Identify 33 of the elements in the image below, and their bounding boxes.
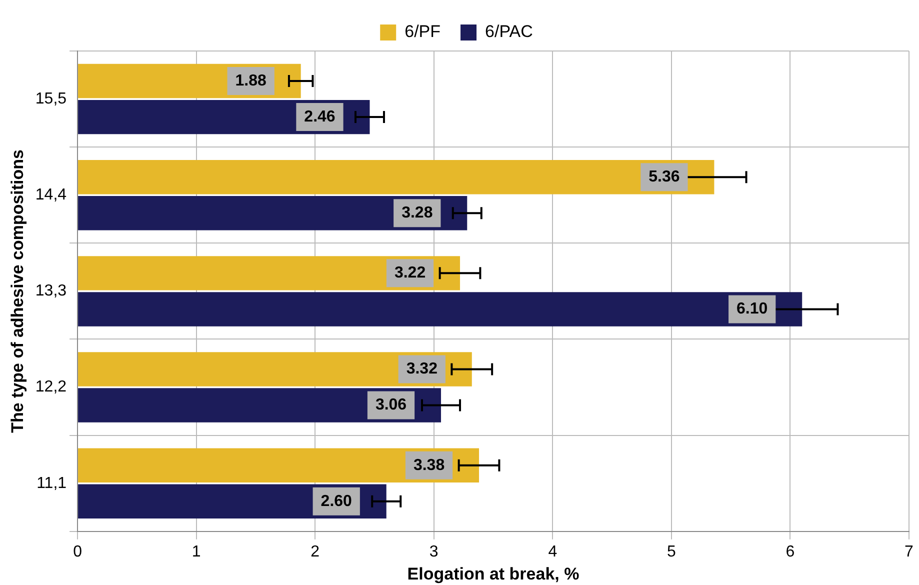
data-label: 2.46	[304, 108, 336, 126]
x-tick-label: 3	[429, 543, 438, 560]
bar	[78, 256, 460, 290]
x-tick-label: 1	[192, 543, 201, 560]
data-label: 3.38	[413, 456, 445, 474]
x-tick-label: 6	[786, 543, 795, 560]
data-label: 3.28	[402, 204, 433, 222]
y-tick-label: 14,4	[35, 186, 67, 204]
bar	[78, 448, 480, 482]
y-tick-label: 15,5	[35, 90, 67, 108]
y-axis-title: The type of adhesive compositions	[8, 150, 27, 433]
data-label: 2.60	[320, 492, 352, 510]
legend-label: 6/PF	[404, 22, 441, 42]
x-axis-title: Elogation at break, %	[407, 564, 580, 584]
x-tick-label: 7	[904, 543, 914, 560]
bar	[78, 160, 714, 194]
x-tick-label: 4	[548, 543, 558, 560]
data-label: 3.22	[394, 264, 426, 282]
y-tick-label: 13,3	[35, 282, 67, 300]
data-label: 3.32	[406, 360, 438, 378]
x-tick-label: 5	[666, 543, 676, 560]
bar	[78, 292, 802, 326]
y-tick-label: 12,2	[35, 378, 67, 396]
data-label: 5.36	[648, 168, 680, 186]
x-tick-label: 2	[310, 543, 320, 560]
data-label: 1.88	[235, 72, 267, 90]
bar	[78, 388, 442, 422]
data-label: 3.06	[375, 396, 407, 414]
y-tick-label: 11,1	[36, 474, 67, 492]
legend-label: 6/PAC	[485, 22, 533, 42]
data-label: 6.10	[736, 300, 768, 318]
bar	[78, 352, 472, 386]
x-tick-label: 0	[73, 543, 82, 560]
